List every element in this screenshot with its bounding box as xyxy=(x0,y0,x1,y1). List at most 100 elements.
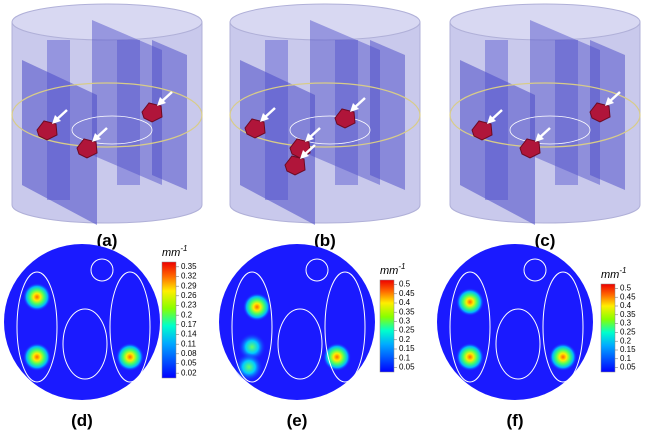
colorbar-tick-label: 0.02 xyxy=(181,368,197,377)
inclusion xyxy=(284,155,306,176)
arrow-head xyxy=(260,113,269,122)
hotspot xyxy=(243,293,271,321)
colorbar-tick-label: 0.3 xyxy=(620,319,632,328)
outline xyxy=(231,271,273,383)
hotspot xyxy=(235,353,263,381)
unit-base: mm xyxy=(601,269,619,281)
panel-label: (e) xyxy=(287,411,308,430)
colorbar-tick-label: 0.45 xyxy=(620,292,636,301)
colorbar-tick-label: 0.26 xyxy=(181,291,197,300)
arrow-head xyxy=(300,150,309,159)
rod xyxy=(555,40,578,185)
colorbar-tick-label: 0.35 xyxy=(399,307,415,316)
unit-base: mm xyxy=(380,265,398,277)
colorbar-tick-label: 0.5 xyxy=(399,280,411,289)
mid-slot xyxy=(71,115,153,145)
colorbar-tick-label: 0.4 xyxy=(399,298,411,307)
unit-base: mm xyxy=(162,247,180,259)
colorbar-tick-label: 0.35 xyxy=(181,262,197,271)
colorbar-tick-label: 0.29 xyxy=(181,281,197,290)
panel-label: (c) xyxy=(535,231,556,250)
arrow-head xyxy=(605,97,614,106)
colorbar-unit: mm-1 xyxy=(380,262,405,277)
inclusion xyxy=(36,120,58,141)
arrow-head xyxy=(535,133,544,142)
colorbar xyxy=(379,279,395,373)
colorbar-tick-label: 0.45 xyxy=(399,289,415,298)
colorbar-tick-label: 0.32 xyxy=(181,272,197,281)
inclusion xyxy=(244,118,266,139)
colorbar-tick-label: 0.1 xyxy=(620,354,632,363)
colorbar-tick-label: 0.14 xyxy=(181,330,197,339)
colorbar-tick-label: 0.08 xyxy=(181,349,197,358)
colorbar-tick-label: 0.15 xyxy=(620,345,636,354)
inclusion xyxy=(141,102,163,123)
mid-plane xyxy=(449,82,641,148)
colorbar-tick-label: 0.05 xyxy=(181,359,197,368)
colorbar-tick-label: 0.35 xyxy=(620,310,636,319)
hotspot xyxy=(23,283,51,311)
outline xyxy=(109,271,151,383)
inclusion xyxy=(76,138,98,159)
outline xyxy=(277,308,323,380)
plate xyxy=(152,40,187,190)
inclusion xyxy=(519,138,541,159)
plate xyxy=(370,40,405,190)
colorbar-tick-label: 0.1 xyxy=(399,353,411,362)
colorbar-tick-label: 0.23 xyxy=(181,301,197,310)
colorbar-tick-label: 0.17 xyxy=(181,320,197,329)
colorbar-tick-label: 0.2 xyxy=(181,310,193,319)
hotspot xyxy=(323,343,351,371)
colorbar-unit: mm-1 xyxy=(601,266,626,281)
mid-slot xyxy=(289,115,371,145)
colorbar-tick-label: 0.25 xyxy=(620,328,636,337)
inclusion xyxy=(334,108,356,129)
colorbar xyxy=(600,283,616,373)
phantom-render: (a) xyxy=(11,3,203,250)
unit-exponent: -1 xyxy=(398,262,405,271)
colorbar-tick-label: 0.4 xyxy=(620,301,632,310)
unit-exponent: -1 xyxy=(180,244,187,253)
colorbar-tick-label: 0.05 xyxy=(399,363,415,372)
colorbar-tick-label: 0.2 xyxy=(399,335,411,344)
outline xyxy=(449,271,491,383)
outline xyxy=(90,258,114,282)
phantom-render: (c) xyxy=(449,3,641,250)
colorbar xyxy=(161,261,177,379)
panel-label: (f) xyxy=(507,411,524,430)
panel-label: (d) xyxy=(71,411,93,430)
colorbar-tick-label: 0.15 xyxy=(399,344,415,353)
colorbar-tick-label: 0.5 xyxy=(620,284,632,293)
outline xyxy=(62,308,108,380)
arrow-head xyxy=(305,133,314,142)
arrow-head xyxy=(157,97,166,106)
mid-plane xyxy=(229,82,421,148)
outline xyxy=(523,258,547,282)
outline xyxy=(324,271,366,383)
mid-plane xyxy=(11,82,203,148)
outline xyxy=(542,271,584,383)
arrow-head xyxy=(92,133,101,142)
rod xyxy=(117,40,140,185)
inclusion xyxy=(471,120,493,141)
mid-slot xyxy=(509,115,591,145)
colorbar-tick-label: 0.2 xyxy=(620,336,632,345)
outline xyxy=(305,258,329,282)
recon-disc xyxy=(437,244,593,400)
hotspot xyxy=(549,343,577,371)
colorbar-tick-label: 0.05 xyxy=(620,363,636,372)
colorbar-tick-label: 0.11 xyxy=(181,339,197,348)
arrow-head xyxy=(52,115,61,124)
colorbar-tick-label: 0.3 xyxy=(399,317,411,326)
panel-label: (a) xyxy=(97,231,118,250)
cylinder-top xyxy=(229,3,421,41)
hotspot xyxy=(23,343,51,371)
phantom-render: (b) xyxy=(229,3,421,250)
outline xyxy=(495,308,541,380)
cylinder-top xyxy=(449,3,641,41)
unit-exponent: -1 xyxy=(619,266,626,275)
cylinder-top xyxy=(11,3,203,41)
panel-label: (b) xyxy=(314,231,336,250)
hotspot xyxy=(456,343,484,371)
